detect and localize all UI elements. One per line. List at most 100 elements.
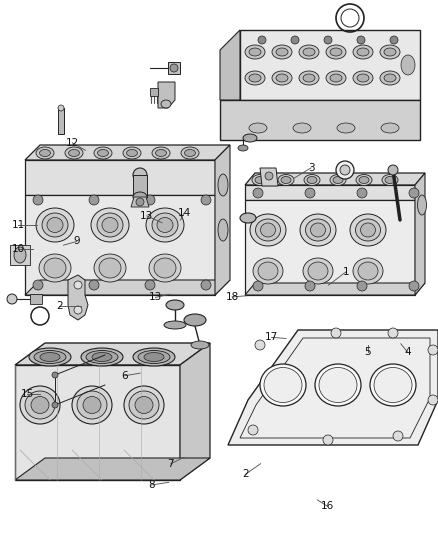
Ellipse shape: [276, 48, 288, 56]
Bar: [30, 294, 42, 304]
Ellipse shape: [381, 123, 399, 133]
Ellipse shape: [303, 48, 315, 56]
Ellipse shape: [245, 71, 265, 85]
Text: 16: 16: [321, 502, 334, 511]
Ellipse shape: [65, 147, 83, 159]
Ellipse shape: [34, 351, 66, 364]
Polygon shape: [158, 82, 175, 108]
Circle shape: [336, 161, 354, 179]
Ellipse shape: [358, 262, 378, 280]
Ellipse shape: [98, 149, 109, 157]
Ellipse shape: [92, 352, 112, 361]
Ellipse shape: [149, 254, 181, 282]
Ellipse shape: [281, 176, 291, 183]
Ellipse shape: [299, 71, 319, 85]
Text: 15: 15: [21, 390, 34, 399]
Circle shape: [255, 340, 265, 350]
Ellipse shape: [184, 314, 206, 326]
Ellipse shape: [240, 213, 256, 223]
Ellipse shape: [337, 123, 355, 133]
Ellipse shape: [357, 74, 369, 82]
Ellipse shape: [401, 55, 415, 75]
Circle shape: [357, 36, 365, 44]
Ellipse shape: [385, 176, 395, 183]
Ellipse shape: [72, 386, 112, 424]
Ellipse shape: [42, 213, 68, 237]
Circle shape: [409, 188, 419, 198]
Polygon shape: [150, 88, 158, 96]
Ellipse shape: [384, 74, 396, 82]
Text: 7: 7: [167, 459, 174, 469]
Ellipse shape: [152, 147, 170, 159]
Ellipse shape: [14, 247, 26, 263]
Text: 4: 4: [404, 347, 411, 357]
Circle shape: [323, 435, 333, 445]
Ellipse shape: [260, 364, 306, 406]
Polygon shape: [15, 343, 210, 365]
Ellipse shape: [68, 149, 80, 157]
Circle shape: [428, 345, 438, 355]
Bar: [168, 62, 180, 74]
Ellipse shape: [138, 351, 170, 364]
Circle shape: [89, 195, 99, 205]
Polygon shape: [245, 283, 425, 295]
Circle shape: [305, 281, 315, 291]
Ellipse shape: [359, 176, 369, 183]
Ellipse shape: [129, 391, 159, 419]
Ellipse shape: [350, 214, 386, 246]
Circle shape: [145, 195, 155, 205]
Ellipse shape: [272, 45, 292, 59]
Polygon shape: [260, 168, 278, 186]
Ellipse shape: [191, 341, 209, 349]
Bar: [58, 108, 64, 134]
Polygon shape: [220, 100, 420, 140]
Ellipse shape: [124, 386, 164, 424]
Ellipse shape: [319, 367, 357, 402]
Ellipse shape: [102, 217, 118, 232]
Ellipse shape: [303, 74, 315, 82]
Polygon shape: [245, 173, 425, 185]
Ellipse shape: [276, 74, 288, 82]
Ellipse shape: [249, 74, 261, 82]
Circle shape: [357, 281, 367, 291]
Circle shape: [145, 280, 155, 290]
Ellipse shape: [74, 281, 82, 289]
Ellipse shape: [304, 174, 320, 185]
Ellipse shape: [81, 348, 123, 366]
Polygon shape: [220, 30, 240, 100]
Circle shape: [89, 280, 99, 290]
Circle shape: [170, 64, 178, 72]
Ellipse shape: [245, 45, 265, 59]
Ellipse shape: [255, 176, 265, 183]
Polygon shape: [25, 145, 230, 160]
Ellipse shape: [146, 208, 184, 242]
Circle shape: [291, 36, 299, 44]
Circle shape: [58, 105, 64, 111]
Ellipse shape: [330, 174, 346, 185]
Ellipse shape: [164, 321, 186, 329]
Ellipse shape: [380, 71, 400, 85]
Polygon shape: [240, 30, 420, 100]
Text: 2: 2: [242, 470, 249, 479]
Circle shape: [33, 280, 43, 290]
Ellipse shape: [382, 174, 398, 185]
Ellipse shape: [330, 48, 342, 56]
Circle shape: [324, 36, 332, 44]
Ellipse shape: [238, 145, 248, 151]
Ellipse shape: [154, 258, 176, 278]
Ellipse shape: [166, 300, 184, 310]
Ellipse shape: [40, 352, 60, 361]
Ellipse shape: [303, 258, 333, 284]
Ellipse shape: [218, 219, 228, 241]
Text: 13: 13: [149, 293, 162, 302]
Ellipse shape: [353, 258, 383, 284]
Ellipse shape: [36, 208, 74, 242]
Polygon shape: [10, 245, 30, 265]
Ellipse shape: [300, 214, 336, 246]
Text: 2: 2: [56, 302, 63, 311]
Ellipse shape: [278, 174, 294, 185]
Ellipse shape: [308, 262, 328, 280]
Text: 18: 18: [226, 292, 239, 302]
Ellipse shape: [264, 367, 302, 402]
Ellipse shape: [333, 176, 343, 183]
